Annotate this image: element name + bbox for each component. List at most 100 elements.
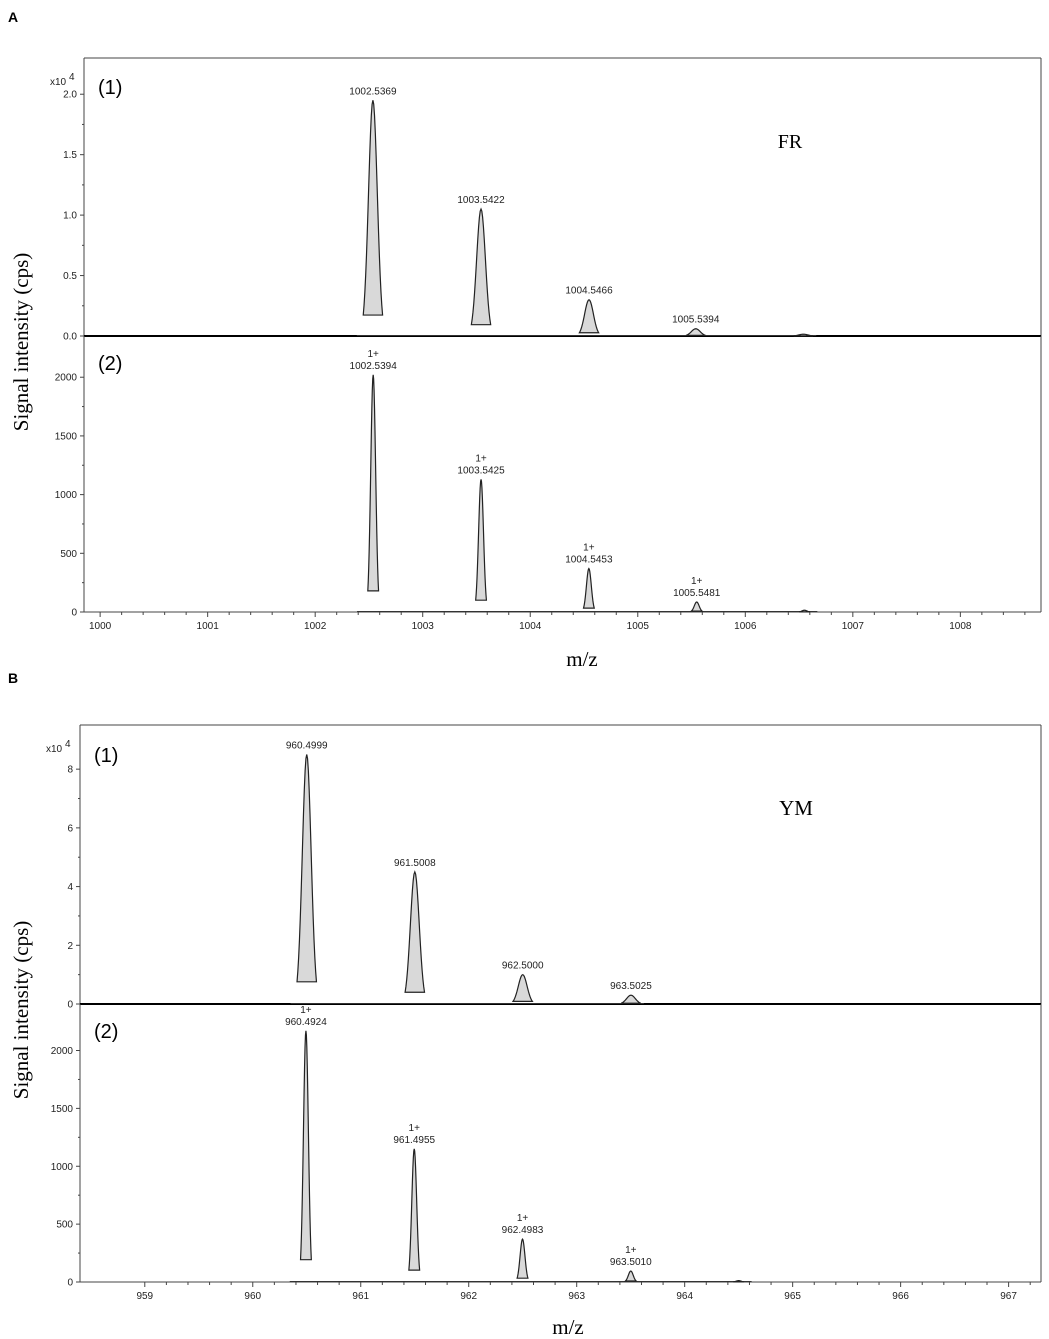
peak bbox=[470, 207, 492, 326]
peak-mz-label: 961.4955 bbox=[393, 1135, 435, 1146]
x-tick-label: 966 bbox=[892, 1291, 909, 1302]
x-tick-label: 1002 bbox=[304, 621, 327, 632]
peak-mz-label: 1003.5422 bbox=[457, 195, 505, 206]
y-tick-label: 1500 bbox=[51, 1104, 74, 1115]
x-axis-label-b: m/z bbox=[552, 1315, 584, 1339]
x-tick-label: 1007 bbox=[842, 621, 865, 632]
peak-charge-label: 1+ bbox=[475, 453, 487, 464]
spectrum-a2: 0 500 1000 1500 2000 1000 1001 1002 1003 1004 1005… bbox=[55, 336, 1042, 632]
x-tick-label: 967 bbox=[1000, 1291, 1017, 1302]
y-tick-label: 500 bbox=[56, 1220, 73, 1231]
y-tick-label: 4 bbox=[67, 882, 73, 893]
peak-charge-label: 1+ bbox=[409, 1123, 421, 1134]
x-tick-label: 1001 bbox=[197, 621, 220, 632]
y-tick-label: 1000 bbox=[51, 1162, 74, 1173]
peak-mz-label: 962.5000 bbox=[502, 961, 544, 972]
peak-mz-label: 1004.5466 bbox=[565, 286, 613, 297]
peak-mz-label: 962.4983 bbox=[502, 1225, 544, 1236]
y-tick-label: 0 bbox=[67, 1278, 73, 1289]
y-tick-label: 2000 bbox=[51, 1046, 74, 1057]
peak bbox=[582, 567, 596, 609]
spectrum-a1: 0.0 0.5 1.0 1.5 2.0 (1) x10 4 FR 1002.5369 1003.54… bbox=[50, 57, 1042, 343]
sample-annotation: YM bbox=[779, 796, 813, 820]
peak-mz-label: 1002.5369 bbox=[349, 86, 397, 97]
peak bbox=[362, 100, 384, 316]
peak bbox=[623, 1270, 638, 1282]
peak bbox=[733, 1280, 745, 1283]
x-tick-label: 1008 bbox=[949, 621, 972, 632]
y-tick-label: 2.0 bbox=[63, 90, 77, 101]
sample-annotation: FR bbox=[778, 131, 803, 153]
peak-charge-label: 1+ bbox=[367, 349, 379, 360]
peak bbox=[578, 298, 600, 334]
peak bbox=[689, 601, 704, 612]
y-tick-label: 1.0 bbox=[63, 211, 77, 222]
peak bbox=[798, 609, 810, 613]
y-tick-label: 1500 bbox=[55, 431, 78, 442]
y-tick-label: 0.5 bbox=[63, 271, 77, 282]
peak-charge-label: 1+ bbox=[300, 1005, 312, 1016]
peak bbox=[367, 374, 380, 592]
x-tick-label: 1000 bbox=[89, 621, 112, 632]
y-tick-label: 8 bbox=[67, 765, 73, 776]
x-tick-label: 962 bbox=[460, 1291, 477, 1302]
y-axis-label-b: Signal intensity (cps) bbox=[9, 921, 33, 1099]
peak-mz-label: 961.5008 bbox=[394, 858, 436, 869]
peak bbox=[793, 333, 814, 337]
peak bbox=[685, 328, 706, 336]
peak bbox=[404, 870, 426, 993]
peak-mz-label: 1004.5453 bbox=[565, 555, 613, 566]
peak bbox=[620, 994, 641, 1004]
x-tick-label: 1006 bbox=[734, 621, 757, 632]
x-tick-label: 959 bbox=[136, 1291, 153, 1302]
y-tick-label: 6 bbox=[67, 823, 73, 834]
y-scale-exponent: 4 bbox=[65, 739, 71, 750]
y-tick-label: 0 bbox=[67, 1000, 73, 1011]
x-tick-label: 960 bbox=[244, 1291, 261, 1302]
subplot-label: (2) bbox=[94, 1021, 118, 1043]
peak bbox=[516, 1238, 529, 1279]
y-tick-label: 0.0 bbox=[63, 332, 77, 343]
x-tick-label: 963 bbox=[568, 1291, 585, 1302]
y-tick-label: 1000 bbox=[55, 490, 78, 501]
peak bbox=[408, 1148, 421, 1271]
spectrum-b2: 0 500 1000 1500 2000 959 960 961 962 963 964 965 966… bbox=[51, 1004, 1042, 1302]
x-tick-label: 1005 bbox=[627, 621, 650, 632]
peak-mz-label: 960.4999 bbox=[286, 740, 328, 751]
subplot-label: (1) bbox=[98, 77, 122, 99]
x-tick-label: 1004 bbox=[519, 621, 542, 632]
peak bbox=[475, 479, 488, 601]
peak-charge-label: 1+ bbox=[517, 1213, 529, 1224]
y-scale-exponent: 4 bbox=[69, 72, 75, 83]
x-tick-label: 965 bbox=[784, 1291, 801, 1302]
y-tick-label: 0 bbox=[71, 608, 77, 619]
peak-mz-label: 960.4924 bbox=[285, 1017, 327, 1028]
x-axis-label-a: m/z bbox=[566, 647, 598, 671]
x-tick-label: 1003 bbox=[412, 621, 435, 632]
x-tick-label: 961 bbox=[352, 1291, 369, 1302]
peak-mz-label: 1002.5394 bbox=[350, 361, 398, 372]
y-tick-label: 1.5 bbox=[63, 150, 77, 161]
peak-charge-label: 1+ bbox=[625, 1245, 637, 1256]
peak bbox=[511, 973, 534, 1002]
panel-letter-b: B bbox=[8, 670, 18, 686]
peak-mz-label: 1005.5394 bbox=[672, 315, 720, 326]
y-scale-label: x10 bbox=[50, 77, 67, 88]
peak bbox=[296, 754, 318, 983]
subplot-label: (2) bbox=[98, 353, 122, 375]
x-tick-label: 964 bbox=[676, 1291, 693, 1302]
y-tick-label: 2 bbox=[67, 941, 73, 952]
peak bbox=[299, 1030, 312, 1261]
peak-mz-label: 963.5010 bbox=[610, 1257, 652, 1268]
y-tick-label: 500 bbox=[60, 549, 77, 560]
peak-mz-label: 1003.5425 bbox=[457, 465, 505, 476]
y-tick-label: 2000 bbox=[55, 373, 78, 384]
peak-charge-label: 1+ bbox=[583, 543, 595, 554]
subplot-label: (1) bbox=[94, 745, 118, 767]
peak-mz-label: 963.5025 bbox=[610, 981, 652, 992]
peak-charge-label: 1+ bbox=[691, 576, 703, 587]
y-axis-label-a: Signal intensity (cps) bbox=[9, 253, 33, 431]
y-scale-label: x10 bbox=[46, 744, 63, 755]
